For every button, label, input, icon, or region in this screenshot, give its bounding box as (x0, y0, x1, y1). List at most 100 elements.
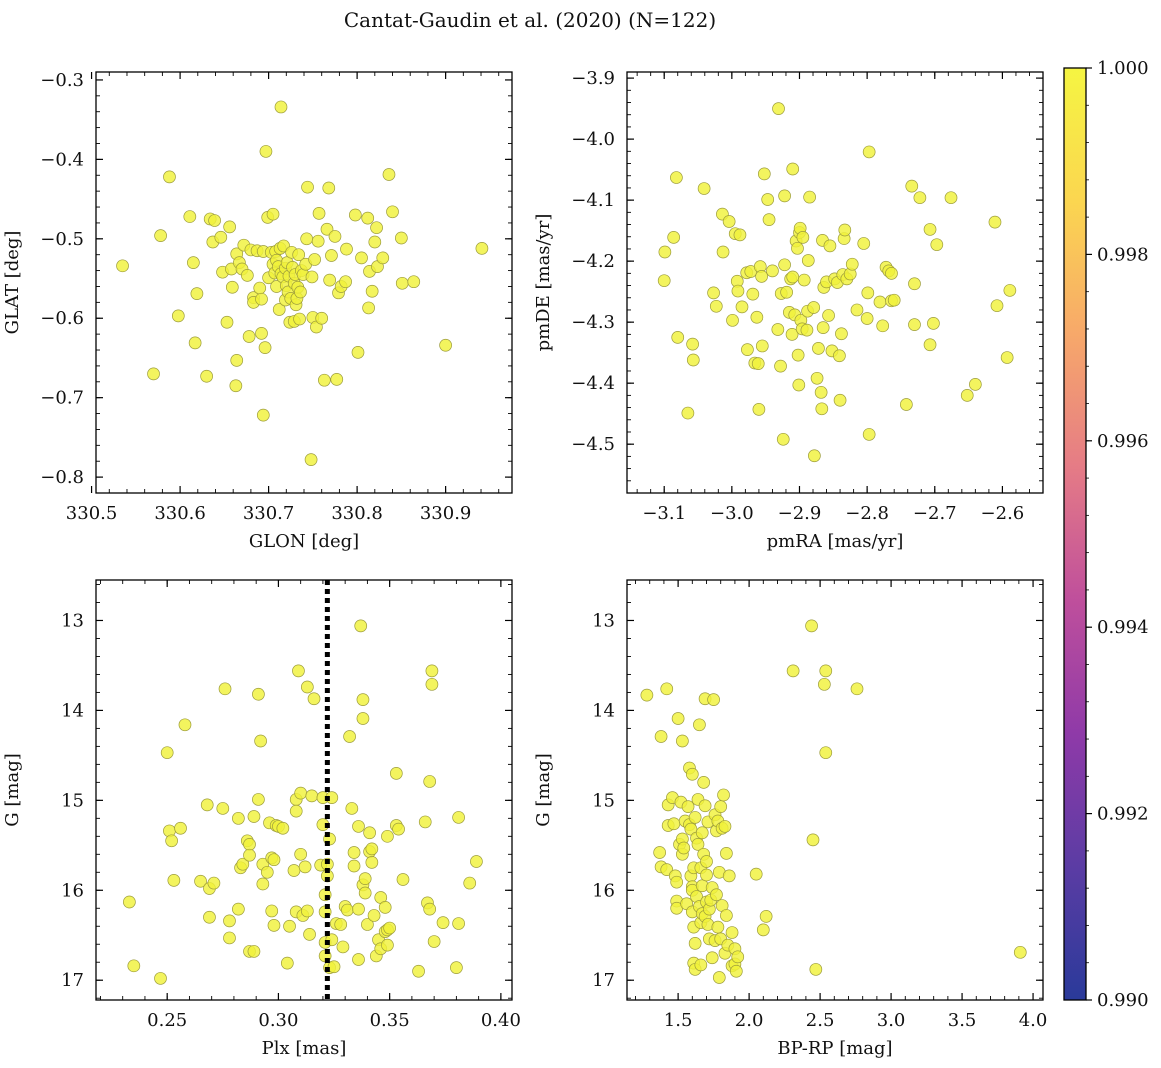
axes-frame (626, 579, 1044, 1001)
y-tick-label: 13 (61, 610, 84, 631)
y-tick-label: −4.3 (571, 312, 615, 333)
data-point (707, 286, 720, 300)
data-point (439, 338, 452, 352)
data-point (716, 245, 730, 259)
data-point (718, 820, 732, 833)
data-point (887, 293, 901, 307)
x-axis-label: pmRA [mas/yr] (767, 531, 904, 552)
data-point (327, 960, 341, 974)
data-point (930, 238, 944, 252)
data-point (274, 100, 288, 114)
data-point (803, 190, 816, 204)
data-point (300, 232, 314, 246)
x-tick-label: 0.40 (481, 1010, 521, 1031)
data-point (200, 369, 213, 383)
data-point (686, 353, 700, 367)
data-point (252, 687, 265, 701)
data-point (780, 285, 793, 299)
y-tick-label: −4.2 (571, 251, 615, 272)
data-point (165, 834, 178, 848)
data-point (229, 379, 243, 393)
data-point (230, 354, 244, 367)
data-point (450, 961, 463, 974)
data-point (116, 259, 129, 273)
data-point (341, 903, 354, 917)
data-point (354, 619, 368, 633)
data-point (252, 793, 265, 806)
data-point (253, 281, 267, 295)
data-point (778, 189, 791, 203)
data-point (280, 956, 294, 970)
x-tick-label: 1.5 (664, 1010, 693, 1031)
data-point (850, 682, 864, 696)
data-point (298, 860, 312, 874)
colorbar: 0.990 0.992 0.994 0.996 0.998 1.000 (1063, 58, 1149, 1011)
y-tick-label: −0.7 (40, 388, 84, 409)
data-point (857, 237, 871, 250)
x-tick-label: 330.6 (154, 503, 206, 524)
colorbar-tick-label: 0.990 (1097, 990, 1149, 1011)
data-point (308, 253, 321, 266)
data-point (266, 207, 280, 221)
data-point (676, 734, 689, 748)
data-point (330, 373, 344, 386)
data-point (759, 910, 773, 923)
data-point (720, 909, 733, 922)
data-point (693, 718, 706, 732)
data-point (147, 367, 160, 381)
data-point (814, 385, 828, 399)
data-point (254, 734, 267, 748)
data-point (339, 275, 352, 289)
x-tick-label: 2.5 (806, 1010, 835, 1031)
data-point (171, 309, 185, 323)
data-point (370, 221, 383, 235)
data-point (654, 730, 668, 743)
data-point (697, 776, 711, 789)
data-point (294, 786, 308, 800)
data-point (860, 312, 874, 325)
data-point (695, 826, 709, 840)
data-point (312, 207, 326, 220)
data-point (725, 926, 739, 939)
data-point (328, 230, 342, 243)
data-point (178, 718, 192, 732)
data-point (265, 904, 279, 918)
y-tick-label: −3.9 (571, 68, 615, 89)
data-point (686, 337, 699, 351)
scatter-points (123, 619, 483, 985)
data-point (256, 877, 270, 891)
y-tick-label: 15 (61, 790, 84, 811)
y-tick-label: 17 (61, 970, 84, 991)
y-tick-label: −4.0 (571, 129, 615, 150)
data-point (653, 846, 667, 859)
data-point (381, 829, 394, 843)
y-axis-label: pmDE [mas/yr] (533, 214, 554, 352)
axes-frame (95, 579, 513, 1001)
data-point (318, 373, 331, 387)
data-point (729, 964, 743, 978)
x-axis-label: GLON [deg] (249, 531, 359, 552)
data-point (220, 315, 234, 329)
data-point (395, 276, 409, 290)
data-point (305, 270, 319, 284)
data-point (315, 311, 329, 325)
x-tick-label: 0.35 (370, 1010, 410, 1031)
data-point (823, 239, 837, 253)
data-point (862, 145, 876, 159)
data-point (207, 876, 221, 890)
data-point (700, 868, 713, 882)
data-point (927, 317, 940, 330)
data-point (808, 449, 821, 463)
data-point (819, 664, 833, 678)
data-point (838, 223, 852, 237)
panel-pmra-pmde: −3.1 −3.0 −2.9 −2.8 −2.7 −2.6 −3.9 −4.0 −4.1 −4.2… (533, 68, 1044, 552)
data-point (761, 193, 775, 206)
data-point (407, 275, 421, 289)
data-point (815, 402, 829, 416)
data-point (427, 935, 441, 948)
data-point (700, 855, 713, 868)
data-point (694, 958, 708, 972)
data-point (382, 168, 396, 181)
data-point (990, 299, 1004, 313)
data-point (660, 863, 674, 876)
